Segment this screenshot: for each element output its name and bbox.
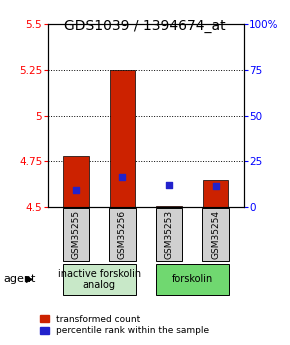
Point	[73, 187, 78, 193]
Text: agent: agent	[3, 275, 35, 284]
Text: GSM35253: GSM35253	[164, 210, 173, 259]
Text: GSM35254: GSM35254	[211, 210, 220, 259]
Bar	[63, 208, 89, 261]
Bar	[109, 208, 136, 261]
Point	[213, 183, 218, 189]
Legend: transformed count, percentile rank within the sample: transformed count, percentile rank withi…	[38, 313, 211, 337]
Point	[120, 174, 125, 180]
Text: GSM35256: GSM35256	[118, 210, 127, 259]
Bar	[63, 264, 136, 295]
Text: forskolin: forskolin	[172, 275, 213, 284]
Point	[167, 182, 171, 188]
Bar	[110, 70, 135, 207]
Bar	[156, 208, 182, 261]
Bar	[203, 179, 229, 207]
Bar	[156, 206, 182, 207]
Text: GSM35255: GSM35255	[71, 210, 80, 259]
Bar	[202, 208, 229, 261]
Bar	[63, 156, 89, 207]
Bar	[156, 264, 229, 295]
Text: GDS1039 / 1394674_at: GDS1039 / 1394674_at	[64, 19, 226, 33]
Text: inactive forskolin
analog: inactive forskolin analog	[57, 269, 141, 290]
